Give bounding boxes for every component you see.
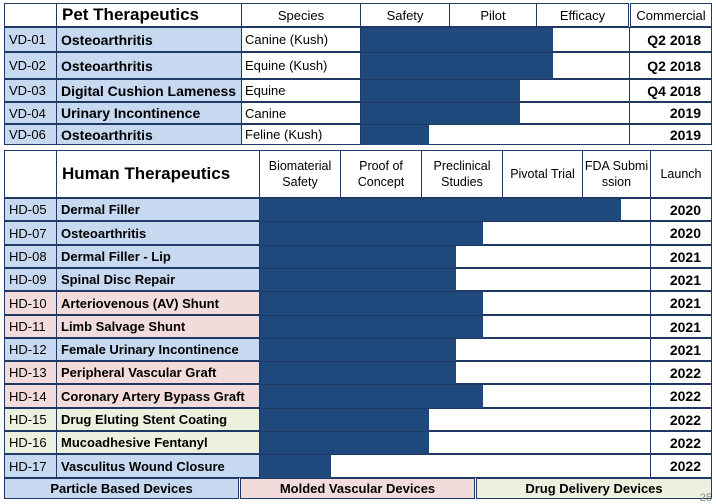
pet-row-launch: Q2 2018 (630, 27, 712, 52)
legend-drug-delivery-devices: Drug Delivery Devices (476, 478, 712, 499)
human-row-launch: 2021 (650, 338, 712, 361)
human-row-progress-bar (260, 292, 483, 315)
human-row-name: Limb Salvage Shunt (56, 315, 260, 338)
human-row-name: Mucoadhesive Fentanyl (56, 431, 260, 454)
human-row-launch: 2021 (650, 245, 712, 268)
pet-corner-cell (4, 3, 57, 27)
human-corner-cell (4, 150, 57, 198)
pet-row-name: Urinary Incontinence (56, 102, 242, 124)
human-row-launch: 2021 (650, 315, 712, 338)
pet-row-code: VD-01 (4, 27, 57, 52)
human-header-pivotal-trial: Pivotal Trial (502, 150, 583, 198)
human-row-launch: 2022 (650, 431, 712, 454)
pet-row-code: VD-02 (4, 52, 57, 79)
pet-row-progress-bar (361, 125, 429, 145)
pet-row-name: Osteoarthritis (56, 124, 242, 145)
human-row-name: Dermal Filler - Lip (56, 245, 260, 268)
human-row-launch: 2021 (650, 291, 712, 315)
pet-row-progress-bar (361, 53, 553, 79)
human-row-code: HD-12 (4, 338, 57, 361)
pet-section-title: Pet Therapeutics (56, 3, 242, 27)
human-row-progress-bar (260, 222, 483, 245)
pet-header-safety: Safety (360, 3, 450, 27)
human-row-progress-bar (260, 316, 483, 338)
human-row-progress-bar (260, 455, 331, 478)
human-row-code: HD-08 (4, 245, 57, 268)
human-row-progress-bar (260, 269, 456, 291)
pet-row-code: VD-03 (4, 79, 57, 102)
human-row-code: HD-10 (4, 291, 57, 315)
human-header-biomaterial-safety: Biomaterial Safety (259, 150, 341, 198)
pet-header-commercial: Commercial (630, 3, 712, 27)
human-section-title: Human Therapeutics (56, 150, 260, 198)
human-row-code: HD-11 (4, 315, 57, 338)
human-row-launch: 2022 (650, 454, 712, 478)
pet-row-name: Digital Cushion Lameness (56, 79, 242, 102)
page-number: 25 (699, 492, 712, 504)
legend-particle-based-devices: Particle Based Devices (4, 478, 239, 499)
legend-molded-vascular-devices: Molded Vascular Devices (240, 478, 475, 499)
human-row-code: HD-09 (4, 268, 57, 291)
pet-row-species: Equine (241, 79, 361, 102)
pet-row-species: Equine (Kush) (241, 52, 361, 79)
human-row-name: Female Urinary Incontinence (56, 338, 260, 361)
pet-row-launch: 2019 (630, 124, 712, 145)
pet-row-code: VD-04 (4, 102, 57, 124)
human-row-name: Dermal Filler (56, 198, 260, 221)
pet-row-launch: Q4 2018 (630, 79, 712, 102)
pet-header-species: Species (241, 3, 361, 27)
human-header-proof-of-concept: Proof of Concept (340, 150, 422, 198)
human-row-progress-bar (260, 432, 429, 454)
human-row-launch: 2022 (650, 408, 712, 431)
pet-row-progress-bar (361, 103, 520, 124)
pet-row-code: VD-06 (4, 124, 57, 145)
human-row-name: Vasculitus Wound Closure (56, 454, 260, 478)
human-row-progress-bar (260, 409, 429, 431)
human-row-name: Osteoarthritis (56, 221, 260, 245)
human-row-name: Arteriovenous (AV) Shunt (56, 291, 260, 315)
human-row-progress-bar (260, 339, 456, 361)
human-row-launch: 2020 (650, 221, 712, 245)
human-row-code: HD-14 (4, 384, 57, 408)
pet-row-species: Canine (241, 102, 361, 124)
human-row-launch: 2021 (650, 268, 712, 291)
human-row-launch: 2022 (650, 384, 712, 408)
pet-header-pilot: Pilot (449, 3, 537, 27)
human-row-name: Spinal Disc Repair (56, 268, 260, 291)
human-row-code: HD-16 (4, 431, 57, 454)
pet-row-launch: 2019 (630, 102, 712, 124)
pet-row-name: Osteoarthritis (56, 27, 242, 52)
human-row-code: HD-17 (4, 454, 57, 478)
human-row-name: Drug Eluting Stent Coating (56, 408, 260, 431)
human-row-progress-bar (260, 246, 456, 268)
human-row-code: HD-15 (4, 408, 57, 431)
human-row-progress-bar (260, 362, 456, 384)
pet-header-efficacy: Efficacy (536, 3, 629, 27)
human-row-name: Peripheral Vascular Graft (56, 361, 260, 384)
human-header-launch: Launch (650, 150, 712, 198)
human-row-progress-bar (260, 199, 621, 221)
human-row-progress-bar (260, 385, 483, 408)
pet-row-progress-bar (361, 80, 520, 102)
human-header-preclinical-studies: Preclinical Studies (421, 150, 503, 198)
pet-row-species: Feline (Kush) (241, 124, 361, 145)
human-row-code: HD-13 (4, 361, 57, 384)
human-row-launch: 2022 (650, 361, 712, 384)
human-row-launch: 2020 (650, 198, 712, 221)
human-row-code: HD-05 (4, 198, 57, 221)
pet-row-launch: Q2 2018 (630, 52, 712, 79)
human-row-code: HD-07 (4, 221, 57, 245)
human-row-name: Coronary Artery Bypass Graft (56, 384, 260, 408)
pet-row-species: Canine (Kush) (241, 27, 361, 52)
pet-row-name: Osteoarthritis (56, 52, 242, 79)
human-header-fda-submission: FDA Submission (582, 150, 651, 198)
pet-row-progress-bar (361, 28, 553, 52)
